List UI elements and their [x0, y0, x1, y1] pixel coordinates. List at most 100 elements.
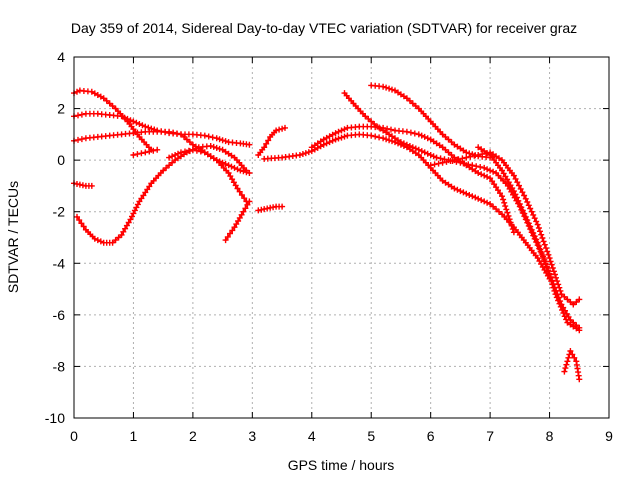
data-point [310, 149, 313, 153]
data-point [227, 140, 230, 144]
data-point [441, 146, 444, 149]
data-point [405, 97, 409, 100]
data-point [352, 102, 355, 105]
data-point [453, 158, 456, 162]
data-point [465, 156, 468, 159]
y-tick-label: -10 [45, 410, 65, 426]
data-point [144, 151, 147, 154]
y-tick-label: 2 [57, 101, 65, 117]
data-point [488, 153, 492, 157]
data-point [298, 153, 302, 157]
series-arc-17 [561, 348, 583, 383]
series-arc-8 [222, 198, 253, 244]
data-point [84, 228, 88, 231]
data-point [269, 135, 272, 139]
data-point [370, 84, 373, 87]
data-point [512, 231, 516, 234]
data-point [560, 293, 563, 296]
data-point [227, 164, 230, 167]
data-point [96, 112, 100, 115]
data-point [144, 125, 147, 128]
data-point [465, 151, 468, 154]
data-point [215, 137, 218, 140]
data-point [575, 360, 578, 363]
data-point [578, 378, 581, 381]
data-point [283, 126, 287, 130]
series-arc-3 [71, 128, 253, 176]
data-point [197, 146, 200, 149]
data-point [512, 174, 516, 177]
x-tick-label: 9 [605, 428, 613, 444]
data-point [78, 183, 82, 186]
series-arc-10 [255, 124, 288, 158]
x-tick-label: 7 [486, 428, 494, 444]
data-point [90, 90, 94, 94]
data-point [524, 215, 527, 219]
data-point [483, 166, 486, 170]
data-point [494, 171, 498, 175]
series-markers [261, 131, 553, 282]
data-point [477, 146, 480, 149]
y-tick-label: -6 [53, 307, 66, 323]
series-line [311, 126, 515, 233]
data-point [150, 182, 153, 185]
y-tick-label: -4 [53, 255, 66, 271]
series-markers [74, 143, 250, 246]
data-point [500, 213, 504, 216]
data-point [387, 133, 391, 136]
data-point [274, 205, 278, 208]
series-markers [166, 146, 250, 205]
series-group [71, 82, 583, 383]
data-point [429, 120, 432, 123]
data-point [167, 130, 171, 133]
series-arc-16 [475, 144, 583, 331]
data-point [548, 256, 551, 260]
series-arc-5 [74, 143, 250, 246]
data-point [500, 195, 504, 198]
x-tick-labels: 0 1 2 3 4 5 6 7 8 9 [70, 428, 613, 444]
data-point [381, 85, 385, 88]
data-point [346, 134, 349, 137]
series-arc-7 [166, 146, 250, 205]
data-point [536, 241, 539, 244]
data-point [536, 256, 539, 260]
series-arc-2 [71, 87, 155, 153]
series-arc-13 [341, 90, 583, 334]
data-point [203, 151, 206, 154]
data-point [236, 187, 239, 190]
series-arc-11 [261, 131, 553, 282]
data-point [233, 156, 236, 159]
data-point [343, 91, 346, 95]
axis-ticks [73, 56, 610, 419]
data-point [263, 146, 266, 149]
data-point [500, 158, 504, 162]
x-tick-label: 0 [70, 428, 78, 444]
data-point [120, 133, 123, 136]
data-point [560, 303, 563, 306]
data-point [132, 120, 135, 123]
data-point [114, 107, 117, 110]
series-markers [308, 123, 517, 236]
data-point [524, 197, 527, 200]
data-point [263, 157, 266, 161]
data-point [248, 143, 251, 146]
data-point [257, 209, 260, 212]
data-point [156, 130, 159, 133]
x-axis-label: GPS time / hours [288, 457, 395, 473]
series-markers [71, 87, 155, 153]
data-point [358, 125, 361, 128]
x-tick-label: 4 [308, 428, 316, 444]
data-point [417, 133, 420, 136]
y-tick-label: 0 [57, 152, 65, 168]
data-point [310, 146, 313, 149]
data-point [280, 156, 284, 159]
data-point [108, 134, 111, 137]
data-point [129, 218, 132, 221]
data-point [75, 215, 79, 219]
data-point [93, 237, 97, 240]
data-point [500, 169, 504, 172]
data-point [405, 130, 409, 133]
chart-title: Day 359 of 2014, Sidereal Day-to-day VTE… [71, 20, 577, 36]
data-point [84, 137, 88, 140]
